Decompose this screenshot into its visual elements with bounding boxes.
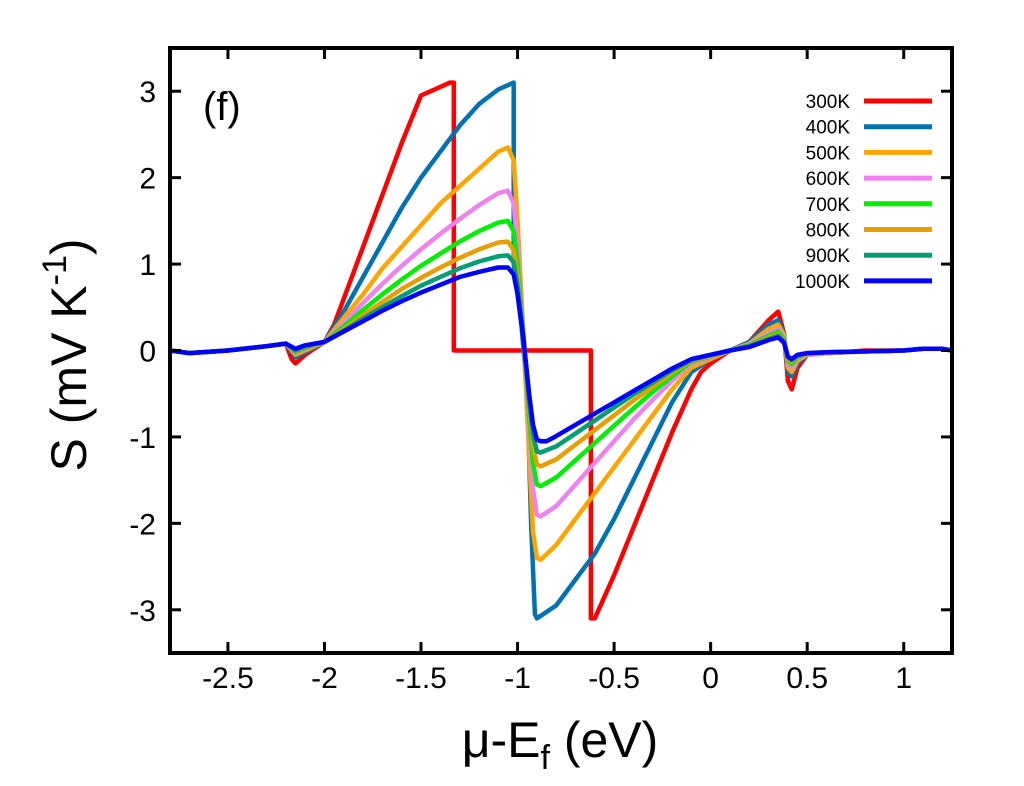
- legend-label-1000K: 1000K: [795, 272, 850, 293]
- legend-label-500K: 500K: [806, 143, 851, 164]
- series-line-600K: [170, 188, 952, 519]
- x-tick-label: 1: [895, 662, 912, 695]
- x-tick-label: 0: [702, 662, 719, 695]
- legend-label-300K: 300K: [806, 92, 851, 113]
- y-tick-label: -2: [129, 508, 156, 541]
- x-tick-label: -2.5: [202, 662, 254, 695]
- legend-label-900K: 900K: [806, 246, 851, 267]
- y-tick-label: 1: [139, 249, 156, 282]
- legend-label-700K: 700K: [806, 195, 851, 216]
- legend: 300K 400K 500K 600K 700K 800K 900K 1000K: [795, 92, 932, 293]
- x-tick-label: -2: [311, 662, 338, 695]
- series-line-500K: [170, 145, 952, 562]
- y-tick-label: 2: [139, 163, 156, 196]
- y-tick-label: 0: [139, 336, 156, 369]
- y-tick-label: -3: [129, 595, 156, 628]
- x-tick-label: 0.5: [786, 662, 828, 695]
- y-axis-title: S (mV K-1): [36, 238, 97, 471]
- series-line-1000K: [170, 265, 952, 444]
- x-tick-label: -1.5: [395, 662, 447, 695]
- ticks-layer: -2.5 -2 -1.5 -1 -0.5 0 0.5 1 -3 -2 -1 0 1 2 3: [129, 48, 952, 695]
- legend-label-400K: 400K: [806, 118, 851, 139]
- series-line-400K: [170, 80, 952, 621]
- y-tick-label: 3: [139, 76, 156, 109]
- x-tick-label: -0.5: [588, 662, 640, 695]
- panel-label: (f): [203, 85, 241, 129]
- x-axis-title: μ-Ef (eV): [462, 712, 659, 777]
- legend-label-800K: 800K: [806, 221, 851, 242]
- x-tick-label: -1: [504, 662, 531, 695]
- legend-label-600K: 600K: [806, 169, 851, 190]
- series-layer: [170, 80, 952, 621]
- y-tick-label: -1: [129, 422, 156, 455]
